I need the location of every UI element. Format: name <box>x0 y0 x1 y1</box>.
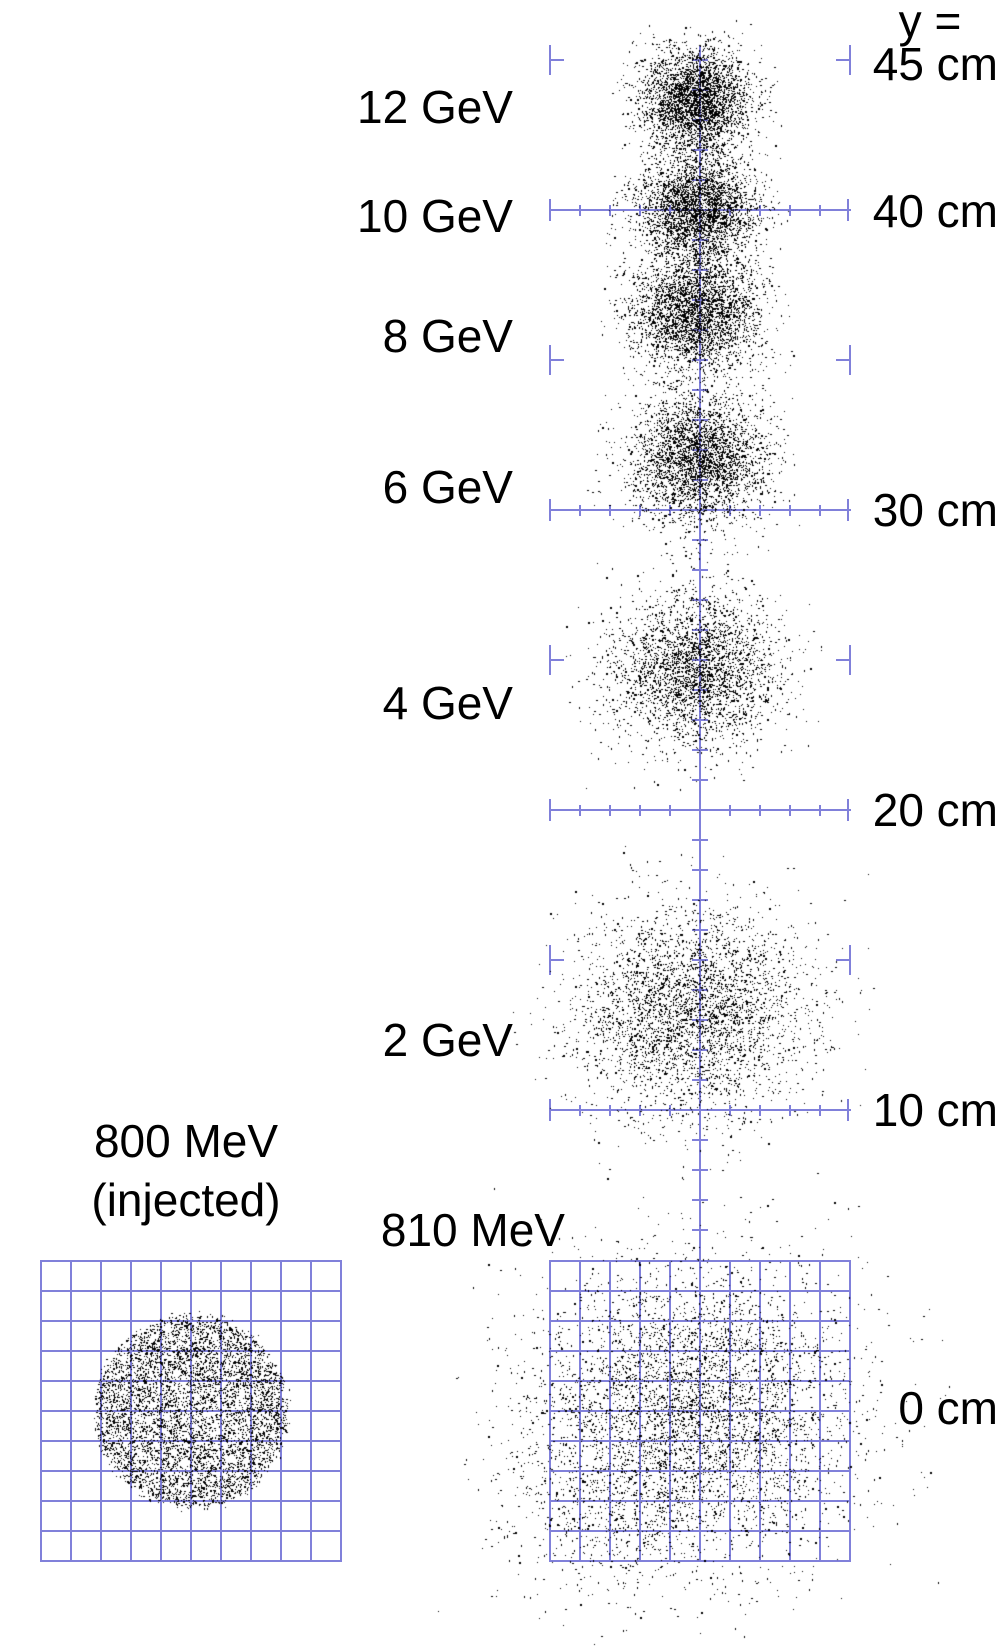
beam-axis-tick-44cm <box>692 89 708 91</box>
beam-axis-tick-35cm <box>692 359 708 361</box>
ruler-tick-40cm-8 <box>789 204 791 216</box>
beam-axis-tick-26cm <box>692 629 708 631</box>
ruler-tick-10cm-2 <box>609 1104 611 1116</box>
beam-axis-tick-25cm <box>692 659 708 661</box>
beam-axis-tick-31cm <box>692 479 708 481</box>
beam-axis-tick-7cm <box>692 1199 708 1201</box>
ruler-tick-10cm-3 <box>639 1104 641 1116</box>
beam-axis-tick-43cm <box>692 119 708 121</box>
ruler-tick-20cm-9 <box>819 804 821 816</box>
beam-axis-tick-13cm <box>692 1019 708 1021</box>
ruler-tick-10cm-0 <box>549 1099 551 1121</box>
ruler-tick-40cm-6 <box>729 204 731 216</box>
ruler-tick-20cm-1 <box>579 804 581 816</box>
half-tick-left-stub-45cm <box>551 59 564 61</box>
beam-axis-tick-38cm <box>692 269 708 271</box>
ruler-tick-30cm-4 <box>669 504 671 516</box>
half-tick-left-stub-25cm <box>551 659 564 661</box>
half-tick-right-bar-45cm <box>849 45 851 75</box>
ruler-tick-40cm-7 <box>759 204 761 216</box>
ruler-tick-10cm-6 <box>729 1104 731 1116</box>
beam-axis-tick-8cm <box>692 1169 708 1171</box>
ruler-tick-20cm-2 <box>609 804 611 816</box>
ruler-tick-40cm-10 <box>847 199 849 221</box>
beam-axis-tick-39cm <box>692 239 708 241</box>
beam-axis-tick-12cm <box>692 1049 708 1051</box>
half-tick-right-stub-35cm <box>836 359 849 361</box>
ruler-tick-30cm-10 <box>847 499 849 521</box>
beam-axis-tick-29cm <box>692 539 708 541</box>
ruler-tick-40cm-9 <box>819 204 821 216</box>
ruler-tick-40cm-3 <box>639 204 641 216</box>
beam-axis-tick-6cm <box>692 1229 708 1231</box>
beam-axis-tick-21cm <box>692 779 708 781</box>
ruler-tick-40cm-2 <box>609 204 611 216</box>
grid-0cm <box>549 1260 851 1562</box>
beam-axis-tick-32cm <box>692 449 708 451</box>
half-tick-right-bar-35cm <box>849 345 851 375</box>
ruler-tick-40cm-1 <box>579 204 581 216</box>
ruler-tick-30cm-0 <box>549 499 551 521</box>
beam-axis-tick-42cm <box>692 149 708 151</box>
ruler-tick-20cm-8 <box>789 804 791 816</box>
ruler-tick-30cm-9 <box>819 504 821 516</box>
beam-axis-tick-33cm <box>692 419 708 421</box>
ruler-tick-40cm-0 <box>549 199 551 221</box>
ruler-tick-10cm-8 <box>789 1104 791 1116</box>
beam-axis-tick-17cm <box>692 899 708 901</box>
ruler-tick-10cm-9 <box>819 1104 821 1116</box>
half-tick-right-stub-25cm <box>836 659 849 661</box>
half-tick-left-stub-35cm <box>551 359 564 361</box>
ruler-tick-20cm-4 <box>669 804 671 816</box>
beam-axis-tick-18cm <box>692 869 708 871</box>
beam-axis-tick-15cm <box>692 959 708 961</box>
beam-axis-tick-9cm <box>692 1139 708 1141</box>
ruler-tick-20cm-6 <box>729 804 731 816</box>
half-tick-right-stub-45cm <box>836 59 849 61</box>
ruler-tick-20cm-0 <box>549 799 551 821</box>
ruler-tick-10cm-4 <box>669 1104 671 1116</box>
half-tick-right-stub-15cm <box>836 959 849 961</box>
ruler-tick-30cm-8 <box>789 504 791 516</box>
beam-axis-tick-22cm <box>692 749 708 751</box>
ruler-tick-20cm-10 <box>847 799 849 821</box>
ruler-tick-20cm-5 <box>699 804 701 816</box>
ruler-tick-10cm-1 <box>579 1104 581 1116</box>
ruler-tick-20cm-3 <box>639 804 641 816</box>
ruler-tick-10cm-10 <box>847 1099 849 1121</box>
beam-axis-tick-36cm <box>692 329 708 331</box>
beam-axis-tick-37cm <box>692 299 708 301</box>
beam-axis-tick-45cm <box>692 59 708 61</box>
ruler-tick-30cm-2 <box>609 504 611 516</box>
ruler-tick-30cm-1 <box>579 504 581 516</box>
ruler-tick-30cm-6 <box>729 504 731 516</box>
beam-axis-tick-14cm <box>692 989 708 991</box>
beam-axis-tick-16cm <box>692 929 708 931</box>
beam-axis-tick-34cm <box>692 389 708 391</box>
beam-axis-tick-23cm <box>692 719 708 721</box>
ruler-tick-40cm-5 <box>699 204 701 216</box>
beam-axis-tick-28cm <box>692 569 708 571</box>
beam-axis-tick-24cm <box>692 689 708 691</box>
half-tick-right-bar-15cm <box>849 945 851 975</box>
ruler-tick-20cm-7 <box>759 804 761 816</box>
grid-injected <box>40 1260 342 1562</box>
ruler-tick-40cm-4 <box>669 204 671 216</box>
ruler-tick-30cm-5 <box>699 504 701 516</box>
half-tick-left-stub-15cm <box>551 959 564 961</box>
beam-axis-tick-19cm <box>692 839 708 841</box>
half-tick-right-bar-25cm <box>849 645 851 675</box>
ruler-tick-10cm-7 <box>759 1104 761 1116</box>
beam-axis-tick-41cm <box>692 179 708 181</box>
ruler-tick-10cm-5 <box>699 1104 701 1116</box>
ruler-tick-30cm-3 <box>639 504 641 516</box>
ruler-tick-30cm-7 <box>759 504 761 516</box>
beam-axis-tick-27cm <box>692 599 708 601</box>
beam-axis-tick-11cm <box>692 1079 708 1081</box>
